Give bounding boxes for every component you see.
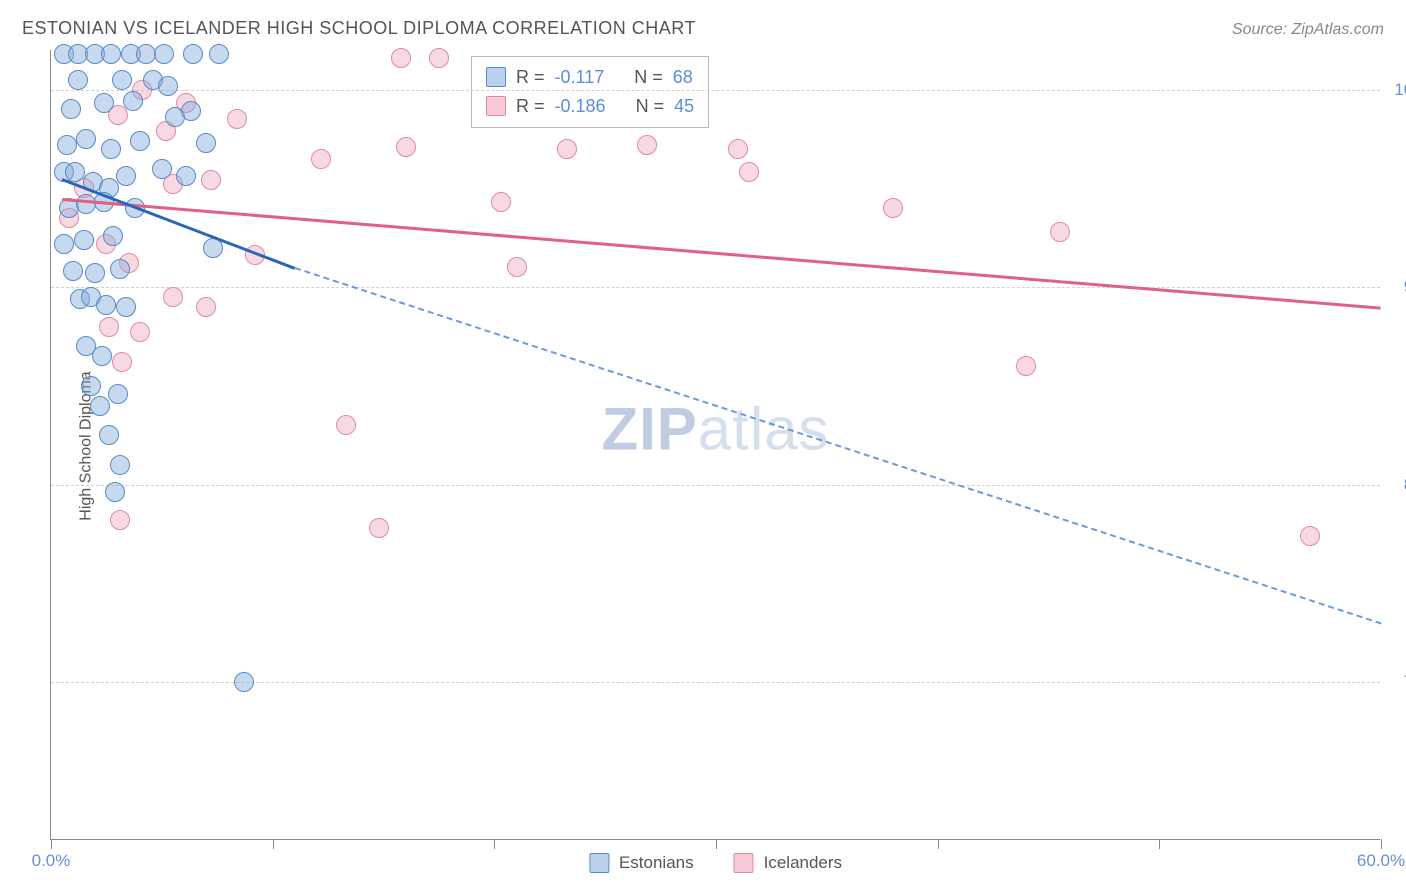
data-point [112,70,132,90]
chart-title: ESTONIAN VS ICELANDER HIGH SCHOOL DIPLOM… [22,18,696,39]
data-point [96,295,116,315]
data-point [94,93,114,113]
x-tick-label: 0.0% [32,851,71,871]
stats-legend-box: R = -0.117 N = 68 R = -0.186 N = 45 [471,56,709,128]
legend-item-estonians: Estonians [589,853,694,873]
data-point [101,139,121,159]
data-point [1300,526,1320,546]
data-point [369,518,389,538]
data-point [507,257,527,277]
data-point [739,162,759,182]
legend-square-blue-icon [589,853,609,873]
x-tick-label: 60.0% [1357,851,1405,871]
stats-row-blue: R = -0.117 N = 68 [486,63,694,92]
data-point [116,166,136,186]
data-point [196,133,216,153]
data-point [336,415,356,435]
data-point [181,101,201,121]
data-point [61,99,81,119]
data-point [110,510,130,530]
data-point [110,259,130,279]
data-point [728,139,748,159]
data-point [85,263,105,283]
data-point [130,131,150,151]
data-point [101,44,121,64]
data-point [154,44,174,64]
gridline-h [51,90,1380,91]
data-point [234,672,254,692]
gridline-h [51,287,1380,288]
data-point [311,149,331,169]
data-point [209,44,229,64]
data-point [76,129,96,149]
y-tick-label: 100.0% [1394,80,1406,100]
data-point [81,376,101,396]
data-point [108,384,128,404]
data-point [90,396,110,416]
data-point [92,346,112,366]
data-point [112,352,132,372]
legend-square-pink-icon [486,96,506,116]
data-point [99,317,119,337]
data-point [158,76,178,96]
legend-item-icelanders: Icelanders [734,853,842,873]
scatter-plot: ZIPatlas R = -0.117 N = 68 R = -0.186 N … [50,50,1380,840]
data-point [57,135,77,155]
chart-source: Source: ZipAtlas.com [1232,21,1384,39]
data-point [116,297,136,317]
data-point [110,455,130,475]
data-point [1016,356,1036,376]
data-point [152,159,172,179]
bottom-legend: Estonians Icelanders [589,853,842,873]
data-point [74,230,94,250]
data-point [163,287,183,307]
x-tick [273,839,274,849]
data-point [68,70,88,90]
data-point [1050,222,1070,242]
data-point [103,226,123,246]
x-tick [938,839,939,849]
x-tick [1381,839,1382,849]
data-point [396,137,416,157]
data-point [883,198,903,218]
stats-row-pink: R = -0.186 N = 45 [486,92,694,121]
data-point [491,192,511,212]
data-point [557,139,577,159]
data-point [54,234,74,254]
data-point [63,261,83,281]
x-tick [716,839,717,849]
data-point [130,322,150,342]
x-tick [494,839,495,849]
legend-square-blue-icon [486,67,506,87]
data-point [429,48,449,68]
data-point [99,425,119,445]
x-tick [51,839,52,849]
data-point [637,135,657,155]
x-tick [1159,839,1160,849]
gridline-h [51,485,1380,486]
data-point [391,48,411,68]
data-point [227,109,247,129]
data-point [183,44,203,64]
trend-line [295,267,1382,624]
data-point [201,170,221,190]
data-point [176,166,196,186]
data-point [196,297,216,317]
data-point [105,482,125,502]
legend-square-pink-icon [734,853,754,873]
chart-header: ESTONIAN VS ICELANDER HIGH SCHOOL DIPLOM… [22,18,1384,39]
data-point [123,91,143,111]
